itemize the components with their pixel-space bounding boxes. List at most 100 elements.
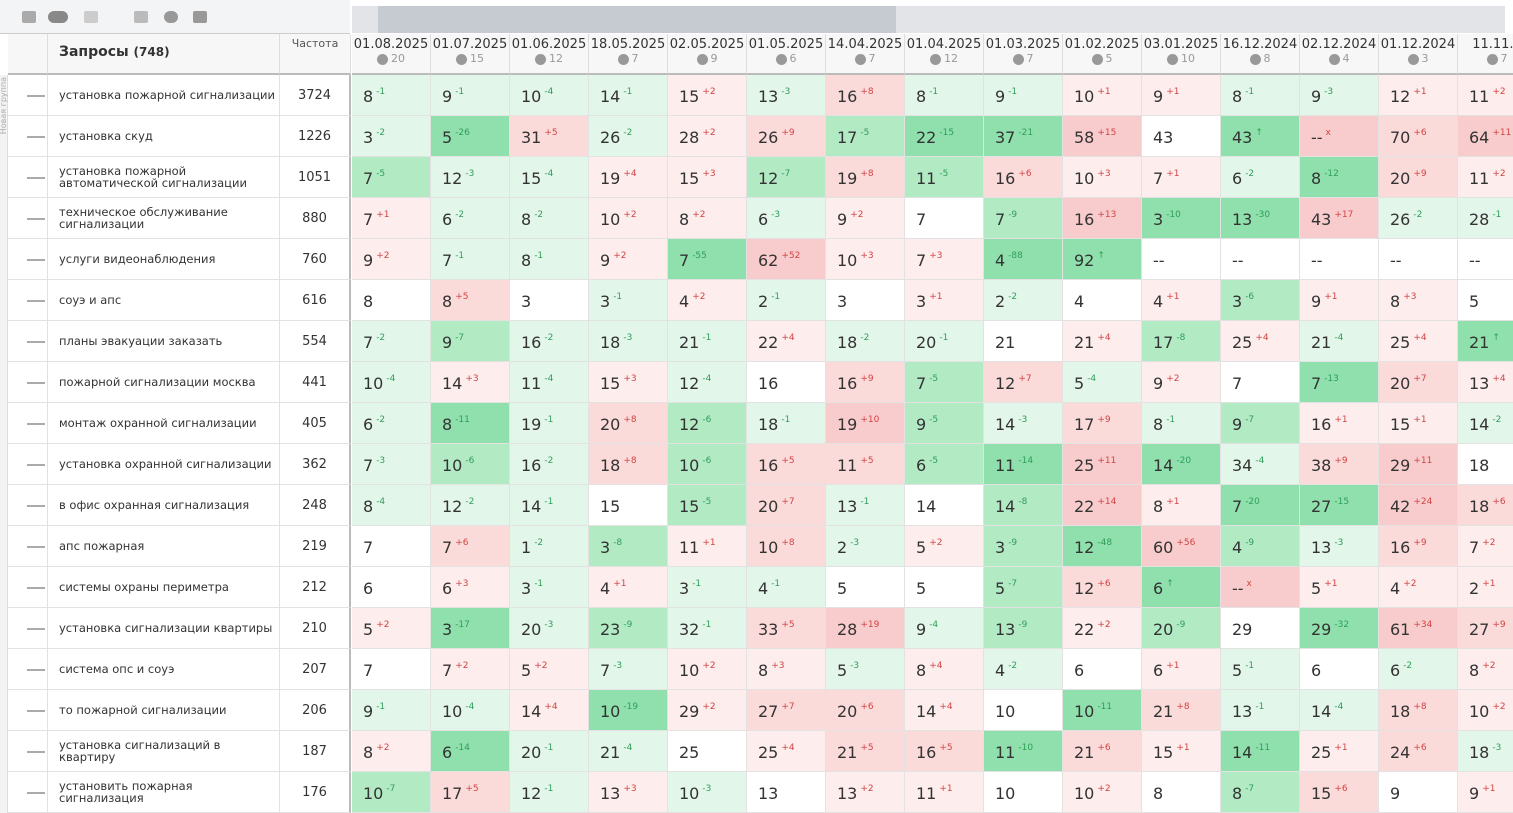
position-delta: +3 bbox=[771, 661, 785, 671]
date-header[interactable]: 01.05.2025 6 bbox=[747, 34, 826, 75]
position: 11 +1 bbox=[679, 538, 716, 557]
query[interactable]: монтаж охранной сигнализации bbox=[48, 403, 280, 444]
position-cell: 6 bbox=[1300, 649, 1379, 690]
position-value: 4 bbox=[679, 292, 690, 311]
query[interactable]: то пожарной сигнализации bbox=[48, 690, 280, 731]
row-handle[interactable] bbox=[8, 321, 48, 362]
font-icon[interactable] bbox=[193, 11, 207, 23]
position-delta: -2 bbox=[544, 456, 554, 466]
position-delta: -2 bbox=[860, 333, 870, 343]
position-cell: 19 +10 bbox=[826, 403, 905, 444]
toggle-icon[interactable] bbox=[48, 11, 68, 23]
query[interactable]: соуэ и апс bbox=[48, 280, 280, 321]
date-header[interactable]: 01.02.2025 5 bbox=[1063, 34, 1142, 75]
position: 21 -1 bbox=[679, 333, 711, 352]
position: 1 -2 bbox=[521, 538, 543, 557]
position-delta: -2 bbox=[1008, 292, 1018, 302]
row-handle[interactable] bbox=[8, 608, 48, 649]
scroll-thumb[interactable] bbox=[378, 6, 896, 33]
position-value: 8 bbox=[1153, 415, 1164, 434]
date-header[interactable]: 01.12.2024 3 bbox=[1379, 34, 1458, 75]
position: 13 -3 bbox=[758, 87, 790, 106]
query[interactable]: техническое обслуживание сигнализации bbox=[48, 198, 280, 239]
query[interactable]: система опс и соуэ bbox=[48, 649, 280, 690]
count-row: 8 bbox=[1221, 52, 1299, 65]
frequency: 616 bbox=[280, 280, 351, 321]
query[interactable]: установка скуд bbox=[48, 116, 280, 157]
percent-icon bbox=[377, 53, 388, 65]
row-handle[interactable] bbox=[8, 526, 48, 567]
position: 5 bbox=[1469, 292, 1479, 311]
position-value: 20 bbox=[521, 620, 542, 639]
row-handle[interactable] bbox=[8, 403, 48, 444]
position: 3 -1 bbox=[679, 579, 701, 598]
frequency-header[interactable]: Частота bbox=[280, 34, 351, 75]
query[interactable]: установка охранной сигнализации bbox=[48, 444, 280, 485]
position-value: 8 bbox=[916, 661, 927, 680]
row-handle[interactable] bbox=[8, 649, 48, 690]
date-header[interactable]: 11.11.27 bbox=[1458, 34, 1513, 75]
date-header[interactable]: 01.08.2025 20 bbox=[352, 34, 431, 75]
position-value: 1 bbox=[521, 538, 532, 557]
row-handle[interactable] bbox=[8, 157, 48, 198]
query[interactable]: установка пожарной сигнализации bbox=[48, 75, 280, 116]
row-handle[interactable] bbox=[8, 731, 48, 772]
row-handle[interactable] bbox=[8, 690, 48, 731]
row-handle[interactable] bbox=[8, 362, 48, 403]
query[interactable]: апс пожарная bbox=[48, 526, 280, 567]
position-value: 13 bbox=[995, 620, 1016, 639]
position-delta: -9 bbox=[1018, 620, 1028, 630]
position: 13 -1 bbox=[1232, 702, 1264, 721]
position-cell: 5 bbox=[905, 567, 984, 608]
position-value: 19 bbox=[600, 169, 621, 188]
date-label: 14.04.2025 bbox=[827, 37, 903, 52]
row-handle[interactable] bbox=[8, 444, 48, 485]
position-value: 5 bbox=[363, 620, 374, 639]
link-icon[interactable] bbox=[84, 11, 98, 23]
query[interactable]: установка сигнализаций в квартиру bbox=[48, 731, 280, 772]
position-value: 7 bbox=[442, 251, 453, 270]
row-handle[interactable] bbox=[8, 116, 48, 157]
date-header[interactable]: 01.03.2025 7 bbox=[984, 34, 1063, 75]
date-header[interactable]: 14.04.2025 7 bbox=[826, 34, 905, 75]
query[interactable]: планы эвакуации заказать bbox=[48, 321, 280, 362]
row-handle[interactable] bbox=[8, 567, 48, 608]
row-handle[interactable] bbox=[8, 280, 48, 321]
position: 7 +2 bbox=[442, 661, 468, 680]
date-header[interactable]: 01.04.2025 12 bbox=[905, 34, 984, 75]
table-icon[interactable] bbox=[134, 11, 148, 23]
sort-icon[interactable] bbox=[22, 11, 36, 23]
position-cell: 61 +34 bbox=[1379, 608, 1458, 649]
date-header[interactable]: 02.12.2024 4 bbox=[1300, 34, 1379, 75]
query[interactable]: системы охраны периметра bbox=[48, 567, 280, 608]
row-handle[interactable] bbox=[8, 485, 48, 526]
contrast-icon[interactable] bbox=[164, 11, 178, 23]
date-header[interactable]: 01.07.2025 15 bbox=[431, 34, 510, 75]
query[interactable]: установить пожарная сигнализация bbox=[48, 772, 280, 813]
row-handle[interactable] bbox=[8, 772, 48, 813]
position: 15 +3 bbox=[600, 374, 637, 393]
date-header[interactable]: 02.05.2025 9 bbox=[668, 34, 747, 75]
position-cell: 14 +3 bbox=[431, 362, 510, 403]
queries-header[interactable]: Запросы (748) bbox=[48, 34, 280, 75]
query[interactable]: установка пожарной автоматической сигнал… bbox=[48, 157, 280, 198]
date-header[interactable]: 01.06.2025 12 bbox=[510, 34, 589, 75]
position-value: 20 bbox=[1390, 169, 1411, 188]
position: 2 +1 bbox=[1469, 579, 1495, 598]
query[interactable]: в офис охранная сигнализация bbox=[48, 485, 280, 526]
position-value: 6 bbox=[442, 579, 453, 598]
position-value: 3 bbox=[995, 538, 1006, 557]
query[interactable]: услуги видеонаблюдения bbox=[48, 239, 280, 280]
position-delta: -3 bbox=[771, 210, 781, 220]
row-handle[interactable] bbox=[8, 239, 48, 280]
row-handle[interactable] bbox=[8, 198, 48, 239]
date-header[interactable]: 18.05.2025 7 bbox=[589, 34, 668, 75]
date-header[interactable]: 03.01.2025 10 bbox=[1142, 34, 1221, 75]
position: 27 -15 bbox=[1311, 497, 1349, 516]
query[interactable]: пожарной сигнализации москва bbox=[48, 362, 280, 403]
position: 38 +9 bbox=[1311, 456, 1348, 475]
date-header[interactable]: 16.12.2024 8 bbox=[1221, 34, 1300, 75]
date-label: 01.04.2025 bbox=[906, 37, 982, 52]
query[interactable]: установка сигнализации квартиры bbox=[48, 608, 280, 649]
row-handle[interactable] bbox=[8, 75, 48, 116]
